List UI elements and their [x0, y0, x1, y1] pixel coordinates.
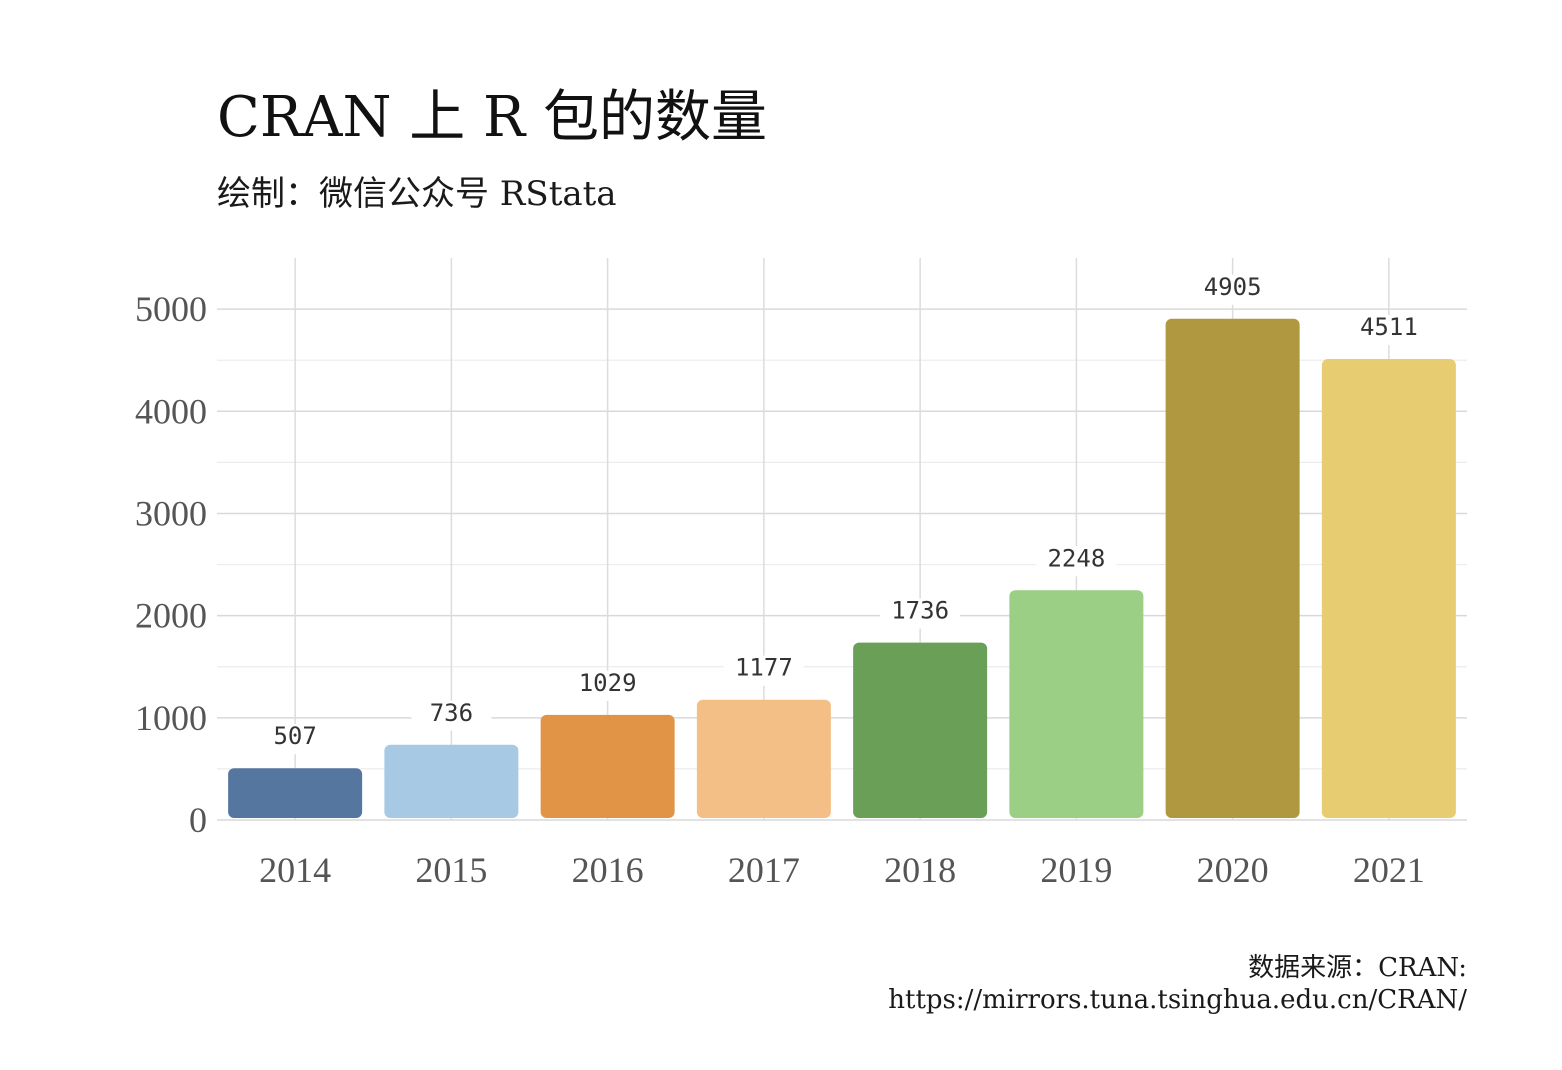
data-label-2014: 507	[273, 722, 316, 750]
y-tick-label: 1000	[135, 698, 207, 738]
chart-caption: 数据来源：CRAN: https://mirrors.tuna.tsinghua…	[888, 952, 1467, 1016]
chart-title: CRAN 上 R 包的数量	[217, 85, 768, 150]
bar-2016	[540, 714, 675, 818]
caption-source: 数据来源：CRAN:	[1248, 953, 1467, 983]
x-tick-label: 2019	[1040, 850, 1112, 890]
bars	[228, 318, 1456, 818]
data-label-2015: 736	[430, 699, 473, 727]
data-label-bg	[1192, 274, 1273, 305]
chart-subtitle: 绘制：微信公众号 RStata	[217, 174, 617, 214]
caption-url: https://mirrors.tuna.tsinghua.edu.cn/CRA…	[888, 985, 1467, 1015]
x-axis: 2014 2015 2016 2017 2018 2019 2020 2021	[259, 850, 1425, 890]
x-tick-label: 2014	[259, 850, 331, 890]
data-labels: 507 736 1029 1177 1736 2248 4905 4511	[255, 273, 1429, 755]
data-label-2021: 4511	[1360, 313, 1418, 341]
bar-2020	[1165, 318, 1300, 818]
data-label-bg	[1036, 546, 1117, 577]
y-tick-label: 3000	[135, 493, 207, 533]
data-label-2018: 1736	[891, 597, 949, 625]
bar-2017	[696, 699, 831, 818]
x-tick-label: 2015	[415, 850, 487, 890]
data-label-2016: 1029	[579, 669, 637, 697]
bar-2021	[1321, 359, 1456, 818]
data-label-bg	[567, 670, 648, 701]
data-label-2017: 1177	[735, 654, 793, 682]
y-tick-label: 4000	[135, 391, 207, 431]
y-tick-label: 0	[189, 800, 207, 840]
x-tick-label: 2016	[572, 850, 644, 890]
bar-2019	[1009, 590, 1144, 818]
x-tick-label: 2020	[1197, 850, 1269, 890]
y-tick-label: 5000	[135, 289, 207, 329]
data-label-bg	[723, 655, 804, 686]
x-tick-label: 2021	[1353, 850, 1425, 890]
bar-2014	[228, 768, 363, 818]
data-label-bg	[880, 598, 961, 629]
bar-2018	[853, 642, 988, 818]
y-axis: 0 1000 2000 3000 4000 5000	[135, 289, 207, 840]
x-tick-label: 2018	[884, 850, 956, 890]
data-label-bg	[255, 724, 336, 755]
x-tick-label: 2017	[728, 850, 800, 890]
bar-2015	[384, 744, 519, 818]
data-label-bg	[1348, 315, 1429, 346]
y-tick-label: 2000	[135, 596, 207, 636]
data-label-2019: 2248	[1047, 544, 1105, 572]
data-label-2020: 4905	[1204, 273, 1262, 301]
data-label-bg	[411, 700, 492, 731]
